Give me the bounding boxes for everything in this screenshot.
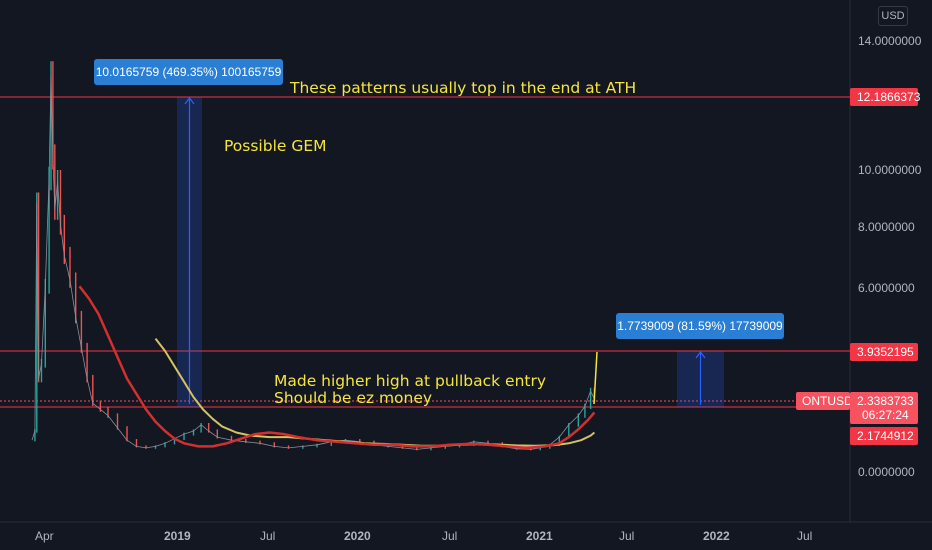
- symbol-tag-bg: [796, 392, 850, 410]
- current-price-label: 2.3383733: [857, 394, 914, 408]
- price-tag-resistance: 3.9352195: [850, 343, 918, 361]
- x-tick: Apr: [35, 529, 54, 543]
- x-axis: Apr 2019 Jul 2020 Jul 2021 Jul 2022 Jul: [35, 529, 812, 543]
- x-tick: 2021: [526, 529, 553, 543]
- measure-label-box: [94, 59, 283, 85]
- y-tick: 0.0000000: [858, 465, 915, 479]
- arrow-up-icon: [695, 351, 706, 359]
- price-tag-support: 2.1744912: [850, 427, 918, 445]
- measure-label: 10.0165759 (469.35%) 100165759: [96, 65, 282, 79]
- measure-tool-2[interactable]: 1.7739009 (81.59%) 17739009: [616, 313, 784, 407]
- countdown-label: 06:27:24: [862, 408, 909, 422]
- annotation-ath: These patterns usually top in the end at…: [289, 79, 636, 97]
- x-tick: Jul: [797, 529, 812, 543]
- measure-label-box: [616, 313, 784, 339]
- y-tick: 6.0000000: [858, 281, 915, 295]
- x-tick: 2022: [703, 529, 730, 543]
- y-tick: 10.0000000: [858, 163, 922, 177]
- moving-average-fast: [78, 285, 596, 450]
- price-tag-current: 2.3383733 06:27:24: [850, 392, 918, 424]
- measure-label: 1.7739009 (81.59%) 17739009: [617, 319, 783, 333]
- price-tag-label: 12.1866373: [857, 90, 921, 104]
- series-layer: [31, 61, 596, 451]
- y-tick: 14.0000000: [858, 34, 922, 48]
- price-tag-symbol: ONTUSD: [796, 392, 853, 410]
- price-tag-bg: [850, 343, 918, 361]
- chart-pane[interactable]: [0, 0, 850, 522]
- y-tick: 8.0000000: [858, 220, 915, 234]
- price-tag-bg: [850, 88, 918, 106]
- x-tick: Jul: [260, 529, 275, 543]
- projection-line: [593, 351, 598, 405]
- x-tick: 2020: [344, 529, 371, 543]
- arrow-up-icon: [184, 97, 195, 105]
- annotation-higher-high: Made higher high at pullback entry: [274, 372, 546, 390]
- price-tag-bg: [850, 427, 918, 445]
- price-tag-ath: 12.1866373: [850, 88, 921, 106]
- current-price-tag-bg: [850, 392, 918, 424]
- symbol-label: ONTUSD: [802, 394, 853, 408]
- price-tag-label: 2.1744912: [857, 429, 914, 443]
- currency-button[interactable]: USD: [878, 6, 908, 26]
- annotation-gem: Possible GEM: [224, 137, 327, 155]
- x-tick: Jul: [442, 529, 457, 543]
- annotation-ez-money: Should be ez money: [274, 389, 432, 407]
- measure-tool-1[interactable]: 10.0165759 (469.35%) 100165759: [94, 59, 283, 407]
- price-tag-label: 3.9352195: [857, 345, 914, 359]
- x-tick: Jul: [619, 529, 634, 543]
- x-tick: 2019: [164, 529, 191, 543]
